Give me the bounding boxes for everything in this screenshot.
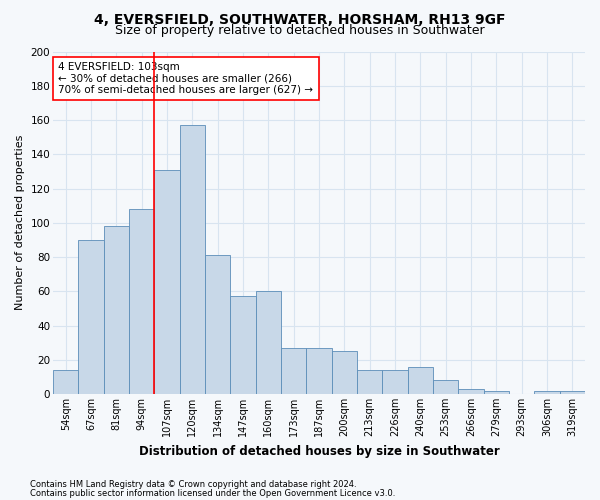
Bar	[407, 366, 433, 394]
Y-axis label: Number of detached properties: Number of detached properties	[15, 135, 25, 310]
Bar	[154, 170, 180, 394]
Bar	[129, 209, 154, 394]
Bar	[332, 351, 357, 394]
Text: 4, EVERSFIELD, SOUTHWATER, HORSHAM, RH13 9GF: 4, EVERSFIELD, SOUTHWATER, HORSHAM, RH13…	[94, 12, 506, 26]
Bar	[382, 370, 407, 394]
Text: 4 EVERSFIELD: 103sqm
← 30% of detached houses are smaller (266)
70% of semi-deta: 4 EVERSFIELD: 103sqm ← 30% of detached h…	[58, 62, 313, 95]
Bar	[180, 125, 205, 394]
Bar	[79, 240, 104, 394]
Bar	[53, 370, 79, 394]
Bar	[256, 292, 281, 394]
Bar	[458, 389, 484, 394]
Bar	[104, 226, 129, 394]
Bar	[205, 256, 230, 394]
Text: Contains public sector information licensed under the Open Government Licence v3: Contains public sector information licen…	[30, 488, 395, 498]
Bar	[281, 348, 307, 394]
Bar	[230, 296, 256, 394]
X-axis label: Distribution of detached houses by size in Southwater: Distribution of detached houses by size …	[139, 444, 499, 458]
Text: Contains HM Land Registry data © Crown copyright and database right 2024.: Contains HM Land Registry data © Crown c…	[30, 480, 356, 489]
Bar	[433, 380, 458, 394]
Bar	[484, 390, 509, 394]
Bar	[535, 390, 560, 394]
Bar	[357, 370, 382, 394]
Text: Size of property relative to detached houses in Southwater: Size of property relative to detached ho…	[115, 24, 485, 37]
Bar	[307, 348, 332, 394]
Bar	[560, 390, 585, 394]
